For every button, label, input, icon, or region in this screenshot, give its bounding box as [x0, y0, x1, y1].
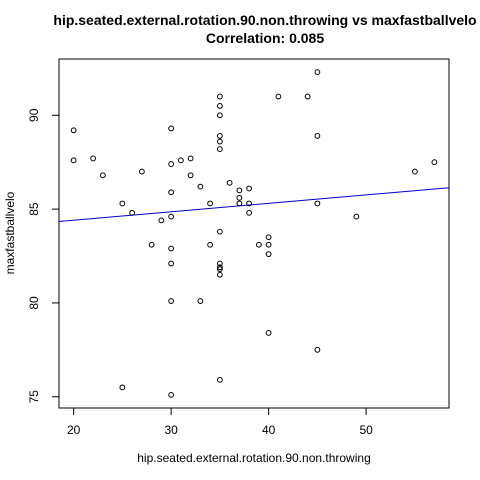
data-point — [265, 251, 272, 258]
data-point — [246, 209, 253, 216]
data-point — [168, 161, 175, 167]
data-point — [216, 264, 223, 271]
y-axis: 75 80 85 90 — [27, 108, 59, 403]
data-point — [246, 185, 253, 192]
y-axis-label: maxfastballvelo — [3, 191, 17, 274]
data-point — [187, 172, 194, 179]
data-point — [431, 159, 438, 166]
x-tick-label: 30 — [164, 423, 178, 437]
data-point — [265, 234, 272, 241]
data-point — [197, 183, 204, 190]
x-tick-label: 50 — [359, 423, 373, 437]
data-point — [168, 260, 175, 267]
data-point — [168, 213, 175, 220]
data-point — [216, 228, 223, 235]
trend-line — [58, 187, 450, 222]
data-point — [119, 384, 126, 391]
y-tick-label: 90 — [27, 108, 41, 122]
data-point — [216, 133, 223, 139]
data-point — [216, 138, 223, 145]
data-point — [216, 146, 223, 152]
data-point — [168, 298, 175, 304]
data-point — [90, 155, 97, 162]
data-point — [226, 179, 233, 186]
data-point — [177, 157, 184, 164]
data-point — [216, 93, 223, 100]
data-point — [411, 168, 418, 175]
x-tick-label: 20 — [67, 423, 81, 437]
data-point — [138, 168, 145, 175]
data-point — [265, 330, 272, 336]
data-point — [314, 133, 321, 139]
y-tick-label: 80 — [27, 296, 41, 310]
data-point — [236, 200, 243, 207]
data-point — [236, 187, 243, 194]
data-point — [168, 245, 175, 252]
data-point — [207, 200, 214, 207]
data-point — [187, 155, 194, 162]
data-point — [216, 112, 223, 119]
y-tick-label: 85 — [27, 202, 41, 216]
x-axis-label: hip.seated.external.rotation.90.non.thro… — [137, 451, 371, 465]
y-tick-label: 75 — [27, 390, 41, 404]
data-point — [314, 200, 321, 207]
x-tick-label: 40 — [262, 423, 276, 437]
data-point — [314, 69, 321, 76]
data-point — [216, 103, 223, 109]
chart-title: hip.seated.external.rotation.90.non.thro… — [53, 12, 476, 28]
data-point — [275, 93, 282, 100]
data-point — [236, 194, 243, 201]
data-point — [158, 217, 165, 224]
data-point — [216, 271, 223, 278]
data-point — [314, 346, 321, 353]
data-points — [70, 69, 438, 398]
data-point — [70, 157, 77, 164]
data-point — [168, 391, 175, 398]
chart-subtitle: Correlation: 0.085 — [206, 30, 324, 46]
plot-frame — [58, 58, 450, 409]
data-point — [265, 241, 272, 248]
data-point — [119, 200, 126, 207]
data-point — [207, 241, 214, 248]
data-point — [129, 209, 136, 216]
data-point — [216, 266, 223, 273]
x-axis: 20 30 40 50 — [67, 408, 373, 437]
data-point — [216, 260, 223, 267]
data-point — [70, 127, 77, 134]
data-point — [246, 200, 253, 207]
data-point — [168, 125, 175, 132]
data-point — [255, 241, 262, 248]
data-point — [353, 213, 360, 220]
data-point — [99, 172, 106, 179]
data-point — [216, 376, 223, 383]
data-point — [148, 241, 155, 248]
data-point — [304, 93, 311, 100]
data-point — [197, 298, 204, 304]
data-point — [168, 189, 175, 196]
